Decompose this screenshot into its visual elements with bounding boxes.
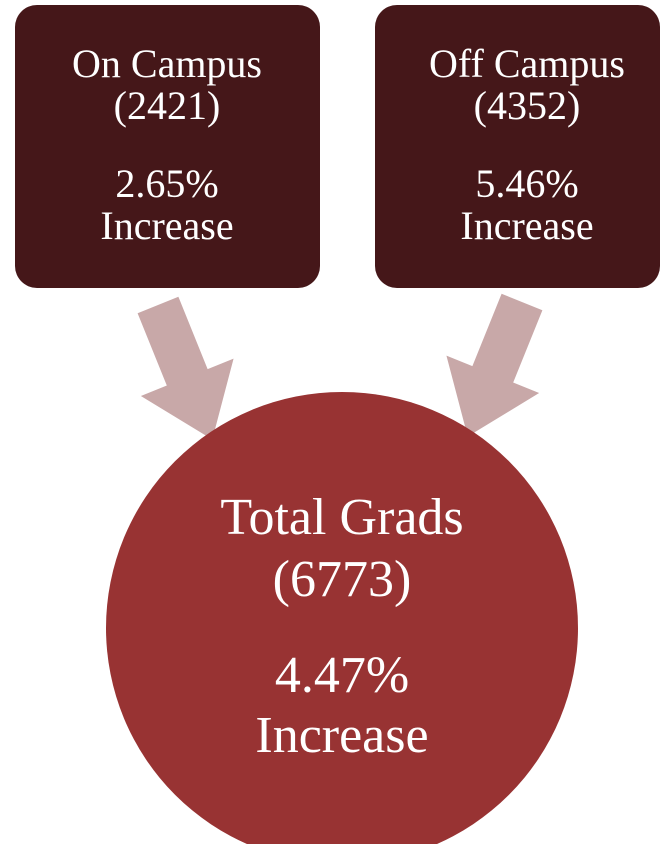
arrow — [137, 296, 234, 440]
arrow — [446, 293, 543, 437]
node-title: On Campus — [72, 41, 262, 86]
node-change: 2.65% — [115, 161, 218, 206]
node-change-label: Increase — [255, 707, 428, 764]
node-change: 4.47% — [275, 647, 409, 704]
node-count: (2421) — [114, 83, 221, 128]
total-circle — [106, 392, 578, 844]
node-count: (6773) — [273, 551, 412, 608]
node-change-label: Increase — [460, 203, 593, 248]
off-campus-box — [375, 5, 660, 288]
on-campus-box — [15, 5, 320, 288]
node-change-label: Increase — [100, 203, 233, 248]
node-title: Total Grads — [220, 489, 463, 546]
node-count: (4352) — [474, 83, 581, 128]
node-title: Off Campus — [429, 41, 625, 86]
node-change: 5.46% — [475, 161, 578, 206]
